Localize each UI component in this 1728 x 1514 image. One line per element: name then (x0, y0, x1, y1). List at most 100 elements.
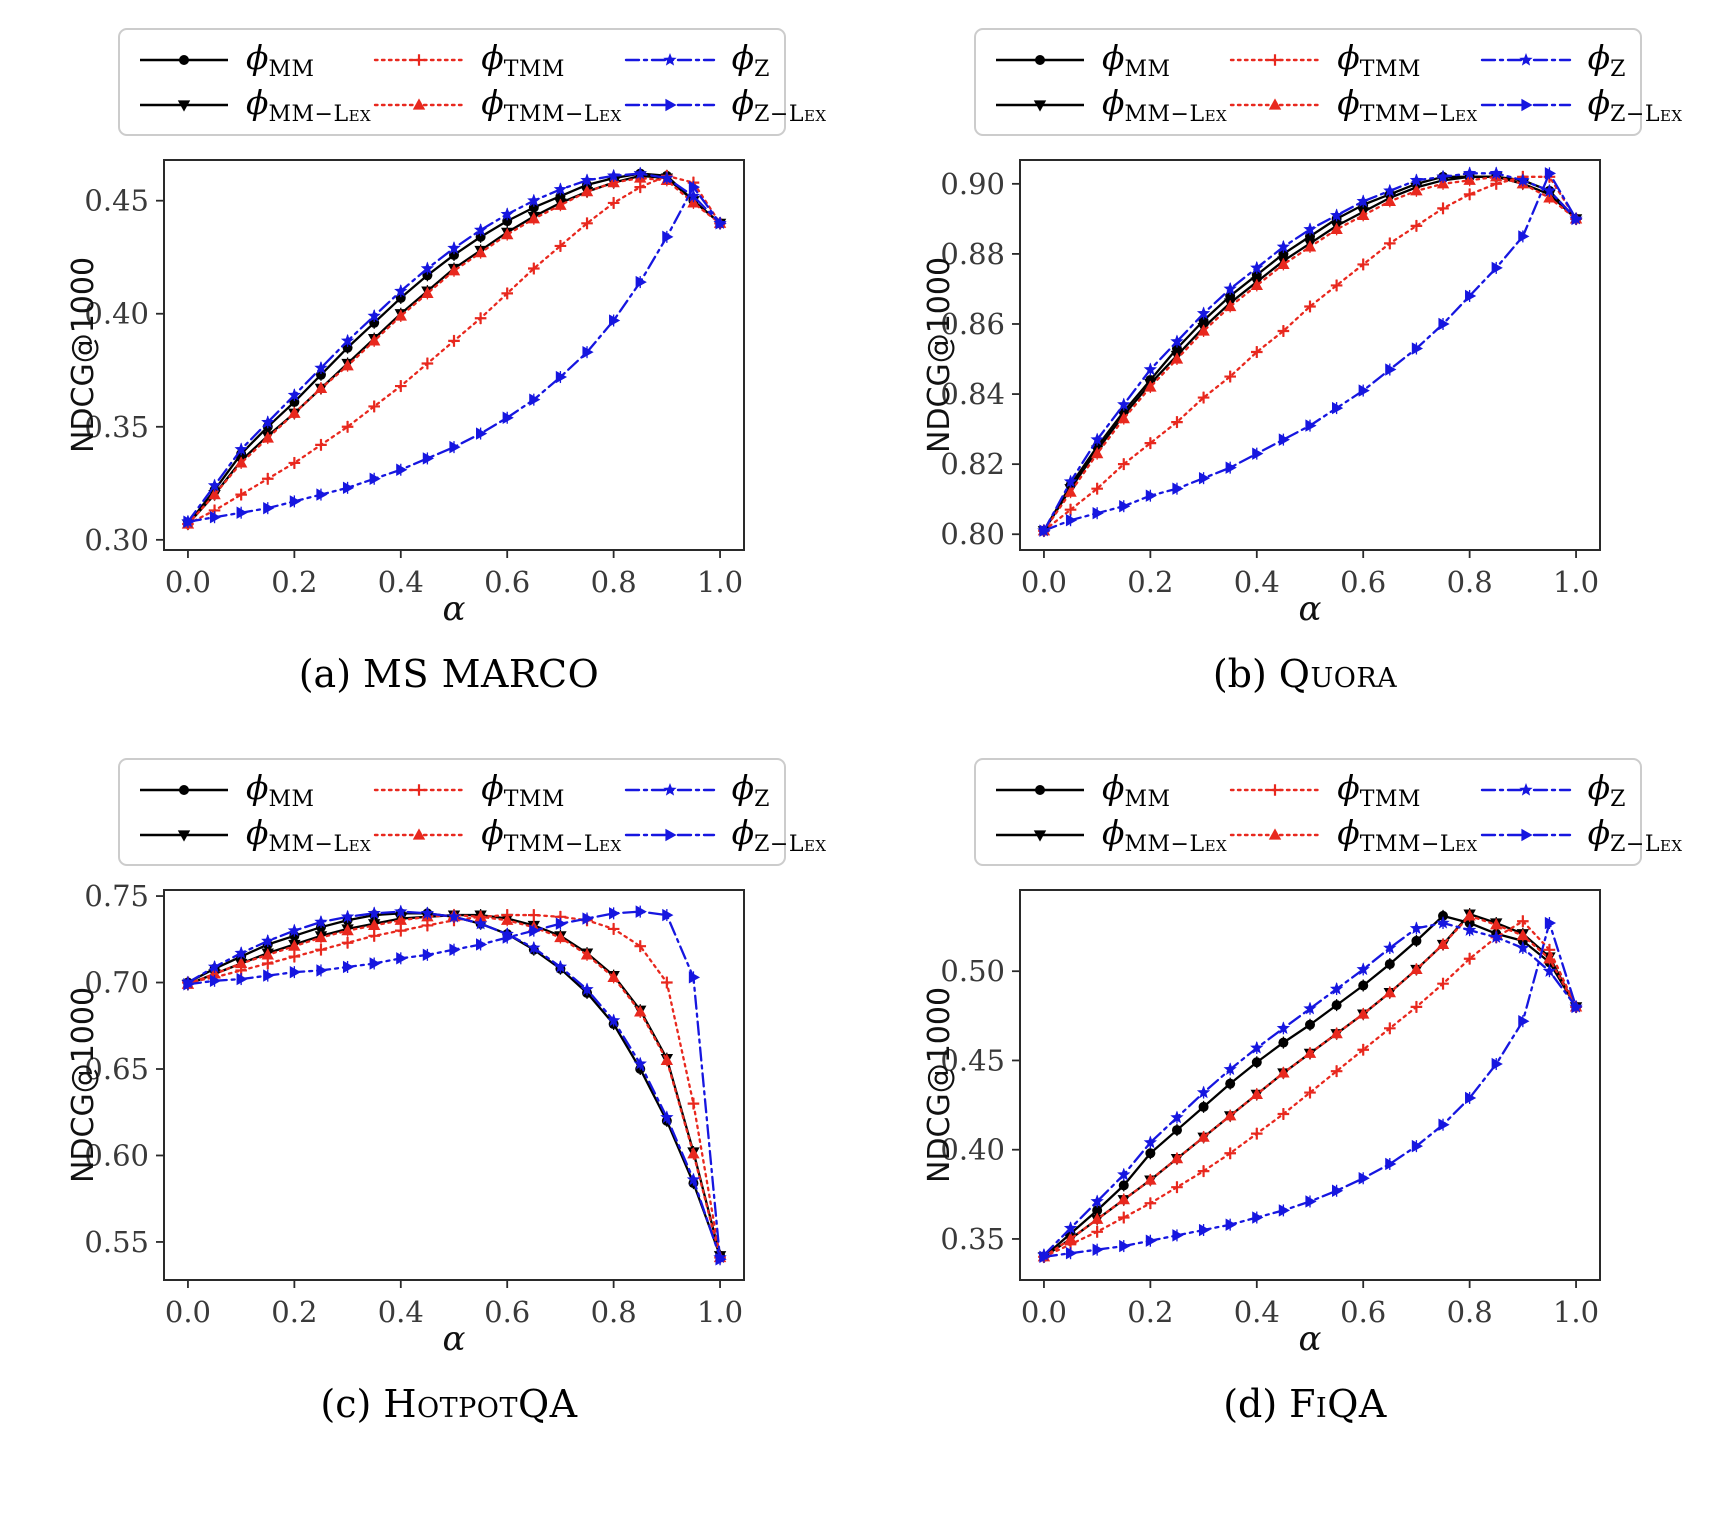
legend-item-z: ϕZ (622, 38, 827, 82)
legend-box-c: ϕMM ϕTMM ϕZ ϕMM−Lex ϕTMM−Lex ϕZ−Lex (118, 758, 826, 866)
x-tick-label: 1.0 (1553, 565, 1599, 599)
series-tmm (1038, 915, 1582, 1263)
y-tick-label: 0.60 (84, 1138, 149, 1172)
legend-item-z_lex: ϕZ−Lex (1478, 83, 1683, 127)
legend-label-mm: ϕMM (246, 37, 315, 82)
y-tick-label: 0.40 (84, 297, 149, 331)
x-axis-label: α (443, 1319, 466, 1358)
circle-line-sample-icon (996, 784, 1084, 795)
y-tick-label: 0.88 (940, 237, 1005, 271)
star-line-sample-icon (1480, 52, 1571, 66)
y-tick-label: 0.70 (84, 966, 149, 1000)
legend-item-mm: ϕMM (136, 767, 371, 812)
legend-item-tmm: ϕTMM (1227, 38, 1477, 82)
series-z_lex (183, 180, 727, 528)
y-tick-label: 0.90 (940, 167, 1005, 201)
x-tick-label: 0.0 (1021, 1295, 1067, 1329)
chart-fiqa: 0.35 0.40 0.45 0.50 0.0 0.2 0.4 0.6 0.8 1.0 NDCG@1… (922, 889, 1601, 1358)
tri_right-line-sample-icon (624, 828, 715, 841)
legend-item-tmm_lex: ϕTMM−Lex (371, 813, 621, 857)
y-axis-label: NDCG@1000 (922, 987, 957, 1183)
x-tick-label: 0.0 (1021, 565, 1067, 599)
y-axis-label: NDCG@1000 (66, 257, 101, 453)
x-tick-label: 0.2 (1127, 565, 1173, 599)
legend-item-mm_lex: ϕMM−Lex (136, 82, 372, 127)
tri_up-line-sample-icon (1230, 827, 1321, 840)
caption-prefix: (c) (320, 1382, 372, 1426)
series-mm (182, 167, 726, 530)
x-tick-label: 0.6 (484, 1295, 530, 1329)
series-z_lex (1039, 167, 1583, 537)
legend-item-mm: ϕMM (136, 37, 371, 82)
x-tick-label: 0.4 (1234, 565, 1280, 599)
series-mm_lex (181, 169, 727, 531)
y-tick-label: 0.82 (940, 447, 1005, 481)
tri_down-line-sample-icon (996, 99, 1084, 112)
x-tick-label: 0.4 (378, 1295, 424, 1329)
chart-hotpotqa: 0.55 0.60 0.65 0.70 0.75 0.0 0.2 0.4 0.6 0.8 1.0 ND… (66, 879, 745, 1358)
subplot-b: ϕMM ϕTMM ϕZ ϕMM−Lex ϕTMM−Lex ϕZ−Lex 0.80 0.82 0… (922, 28, 1722, 696)
circle-line-sample-icon (140, 54, 228, 65)
x-tick-label: 0.6 (1340, 565, 1386, 599)
legend-label-tmm: ϕTMM (1337, 767, 1421, 812)
legend-item-tmm_lex: ϕTMM−Lex (1227, 812, 1478, 857)
y-tick-label: 0.55 (84, 1225, 149, 1259)
axes: 0.30 0.35 0.40 0.45 0.0 0.2 0.4 0.6 0.8 1.0 (84, 159, 745, 599)
caption-dataset-name: Quora (1278, 652, 1398, 696)
series-z_lex (183, 905, 727, 1266)
y-tick-label: 0.65 (84, 1052, 149, 1086)
series-tmm_lex (181, 171, 727, 530)
y-tick-label: 0.35 (940, 1222, 1005, 1256)
legend-item-z: ϕZ (1478, 767, 1683, 812)
y-tick-label: 0.30 (84, 523, 149, 557)
legend-label-z: ϕZ (1587, 37, 1626, 82)
legend-label-mm_lex: ϕMM−Lex (246, 82, 372, 127)
legend-label-z: ϕZ (1587, 767, 1626, 812)
x-axis-label: α (1299, 1319, 1322, 1358)
series-mm (1038, 909, 1582, 1263)
caption-d: (d) FiQA (922, 1382, 1662, 1426)
plus-line-sample-icon (1230, 783, 1321, 796)
y-tick-label: 0.40 (940, 1133, 1005, 1167)
legend-label-tmm_lex: ϕTMM−Lex (1337, 82, 1478, 127)
series-tmm_lex (181, 908, 727, 1264)
tri_right-line-sample-icon (624, 98, 715, 111)
series-mm (182, 907, 726, 1262)
y-axis-label: NDCG@1000 (66, 987, 101, 1183)
legend-box-b: ϕMM ϕTMM ϕZ ϕMM−Lex ϕTMM−Lex ϕZ−Lex (974, 28, 1682, 136)
x-tick-label: 0.0 (165, 1295, 211, 1329)
circle-line-sample-icon (140, 784, 228, 795)
series-mm_lex (181, 909, 727, 1263)
x-tick-label: 0.6 (1340, 1295, 1386, 1329)
caption-prefix: (d) (1223, 1382, 1278, 1426)
legend-item-mm: ϕMM (992, 38, 1227, 82)
x-tick-label: 0.8 (591, 565, 637, 599)
caption-c: (c) HotpotQA (66, 1382, 806, 1426)
legend-label-mm: ϕMM (246, 767, 315, 812)
legend-item-mm_lex: ϕMM−Lex (136, 813, 371, 857)
x-tick-label: 0.0 (165, 565, 211, 599)
y-tick-label: 0.35 (84, 410, 149, 444)
legend-label-tmm: ϕTMM (481, 767, 565, 812)
series-z (181, 166, 727, 528)
y-axis-label: NDCG@1000 (922, 257, 957, 453)
caption-a: (a) MS MARCO (66, 652, 806, 696)
axes: 0.80 0.82 0.84 0.86 0.88 0.90 0.0 0.2 0.4 0.6 0.8 1… (940, 159, 1601, 599)
legend-label-tmm: ϕTMM (481, 37, 565, 82)
legend-label-mm_lex: ϕMM−Lex (1102, 812, 1228, 857)
series-mm_lex (1037, 908, 1583, 1264)
tri_down-line-sample-icon (996, 829, 1084, 842)
x-tick-label: 0.8 (1447, 565, 1493, 599)
legend-label-tmm_lex: ϕTMM−Lex (481, 82, 622, 127)
x-tick-label: 0.4 (1234, 1295, 1280, 1329)
y-tick-label: 0.45 (84, 184, 149, 218)
tri_right-line-sample-icon (1480, 828, 1571, 841)
caption-prefix: (a) (298, 652, 352, 696)
series-tmm_lex (1037, 909, 1583, 1263)
x-axis-label: α (1299, 589, 1322, 628)
x-tick-label: 1.0 (697, 565, 743, 599)
subplot-d: ϕMM ϕTMM ϕZ ϕMM−Lex ϕTMM−Lex ϕZ−Lex 0.35 0.40 0… (922, 758, 1722, 1426)
y-tick-label: 0.45 (940, 1043, 1005, 1077)
legend-label-tmm_lex: ϕTMM−Lex (1337, 812, 1478, 857)
legend-item-z_lex: ϕZ−Lex (1478, 813, 1683, 857)
